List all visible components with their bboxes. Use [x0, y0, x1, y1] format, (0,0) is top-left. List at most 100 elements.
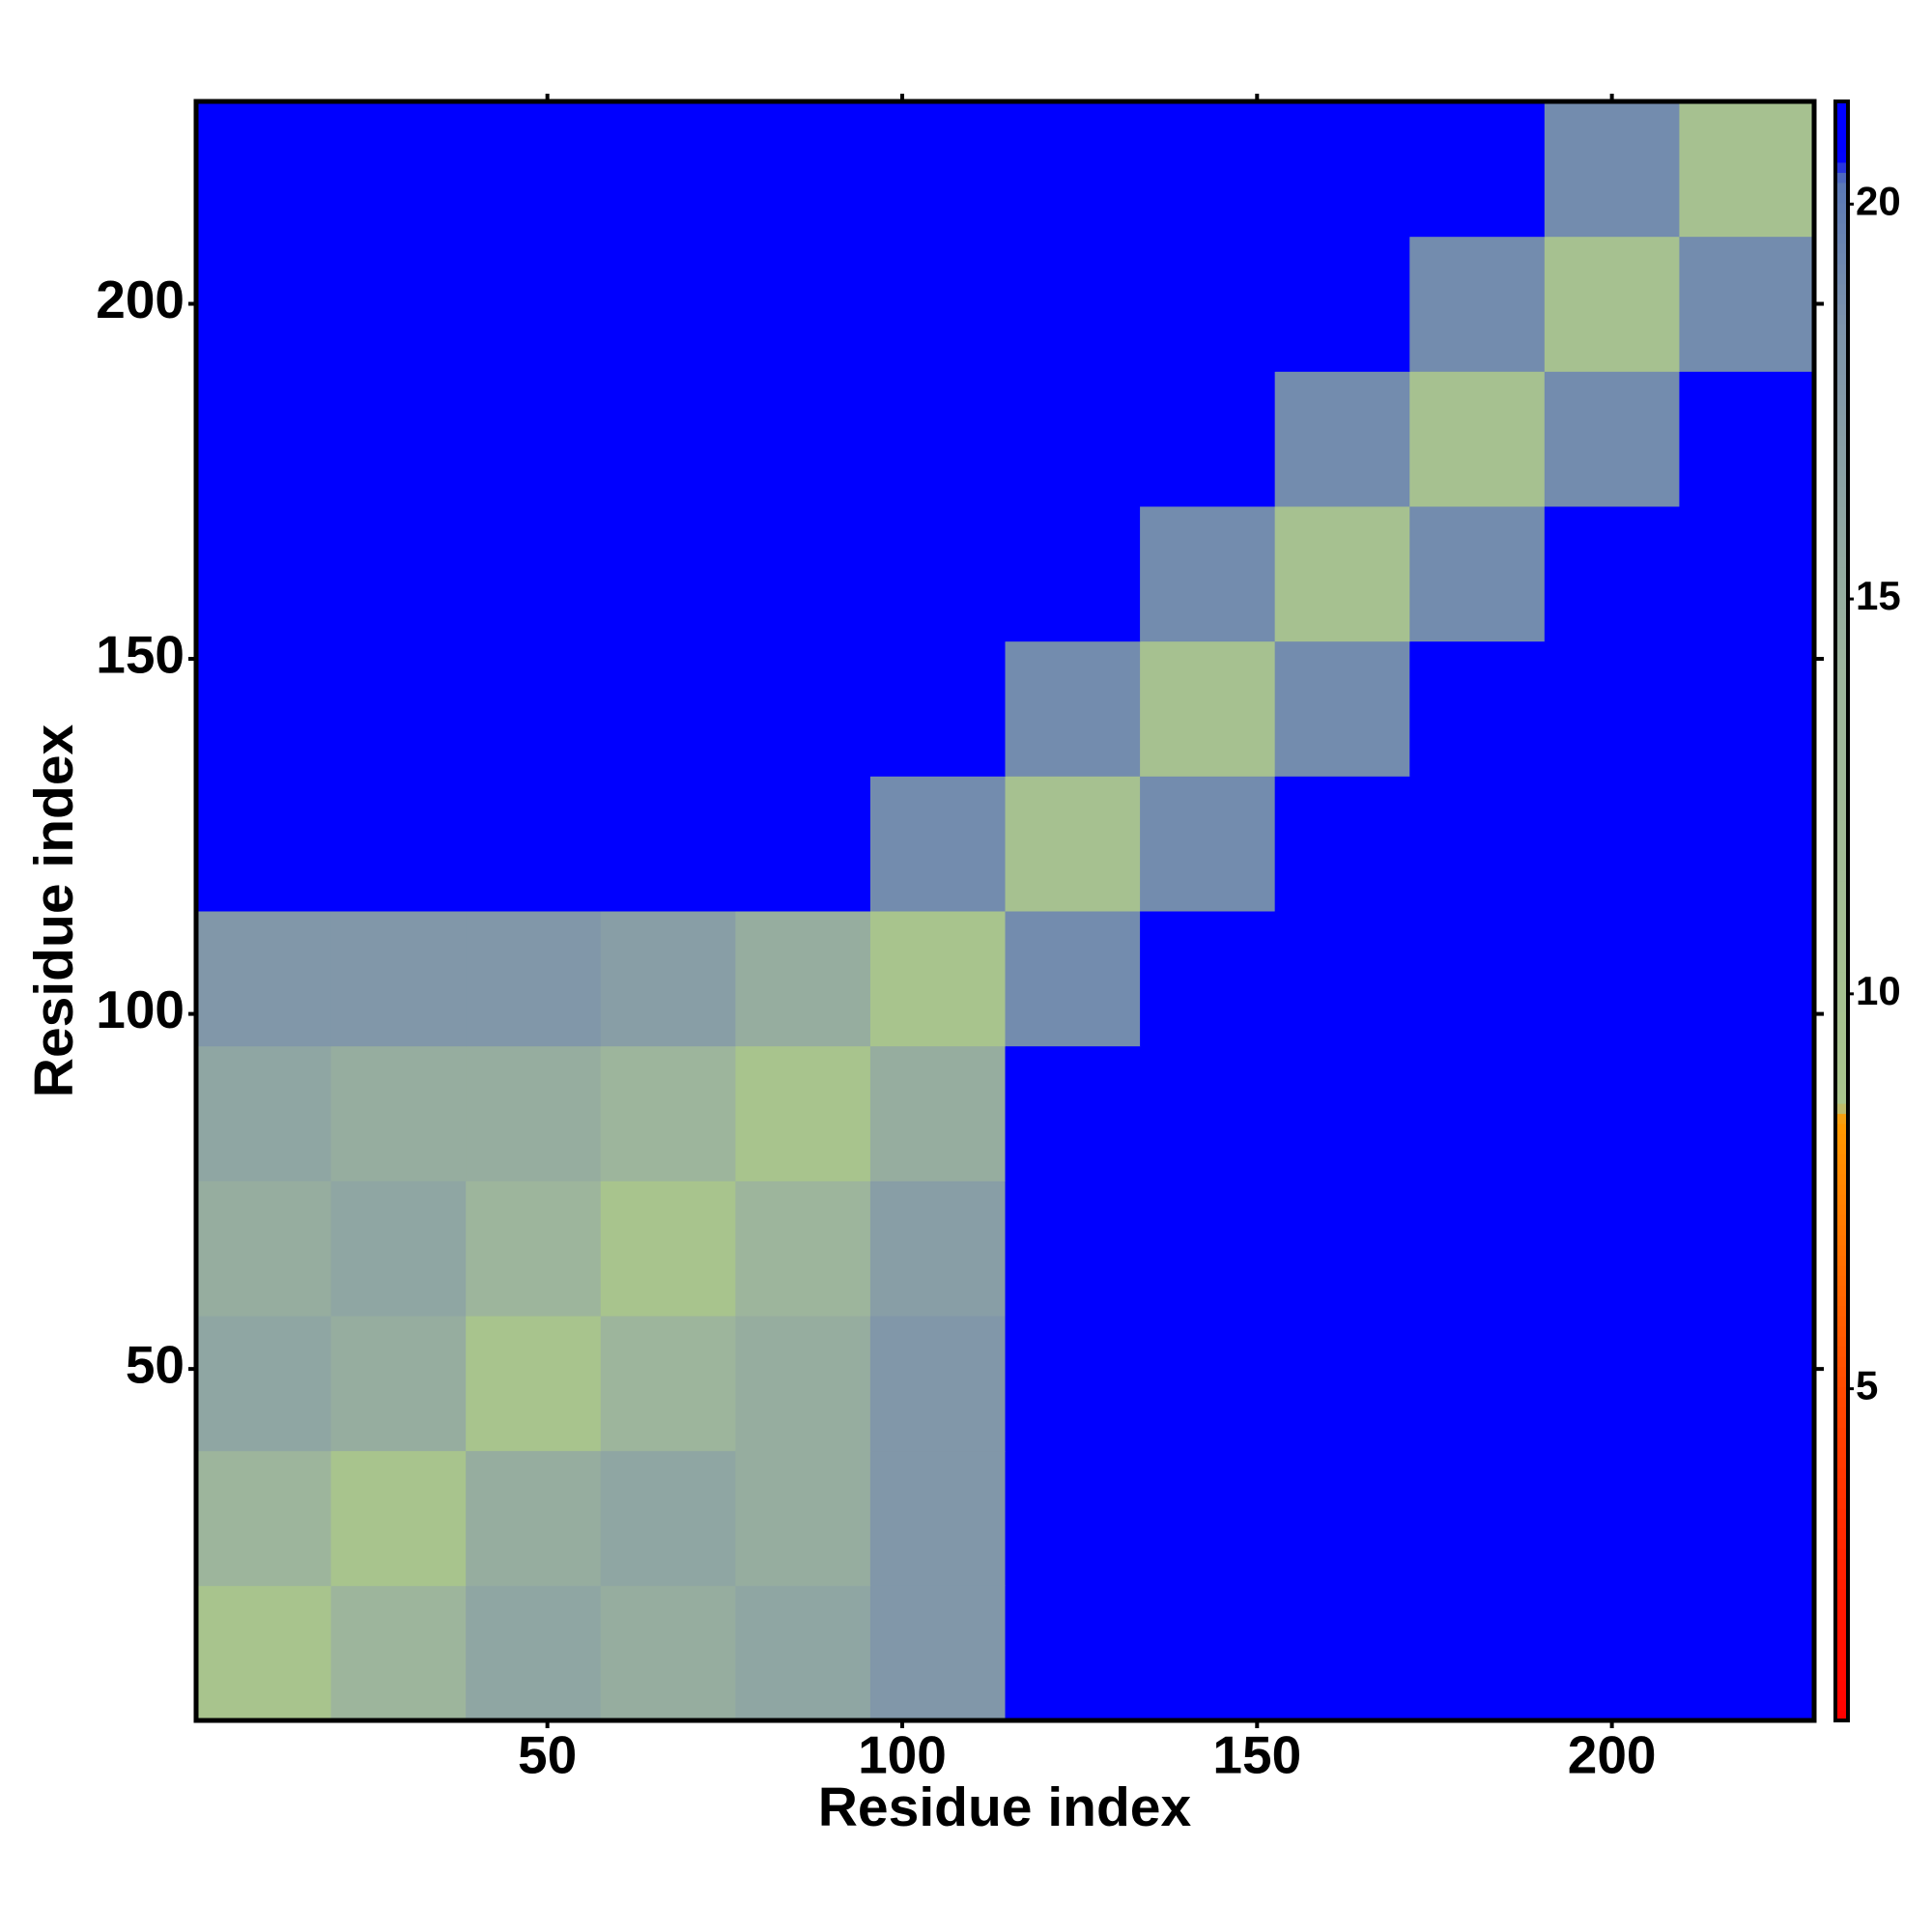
colorbar-step	[1835, 1497, 1848, 1509]
heatmap-cell	[1140, 1316, 1276, 1452]
colorbar-step	[1835, 810, 1848, 821]
heatmap-cell	[330, 101, 467, 238]
plot-frame	[193, 99, 1817, 1723]
colorbar-step	[1835, 880, 1848, 892]
colorbar-step	[1835, 566, 1848, 578]
colorbar-step	[1835, 971, 1848, 982]
colorbar-step	[1835, 1710, 1848, 1721]
colorbar-step	[1835, 586, 1848, 598]
colorbar-step	[1835, 445, 1848, 457]
colorbar-step	[1835, 1639, 1848, 1651]
heatmap-cell	[735, 236, 871, 372]
heatmap-cell	[466, 236, 602, 372]
colorbar-step	[1835, 101, 1848, 113]
colorbar-step	[1835, 1083, 1848, 1094]
heatmap-cell	[1409, 776, 1546, 912]
colorbar-step	[1835, 1042, 1848, 1054]
colorbar-step	[1835, 303, 1848, 315]
heatmap-cell	[735, 371, 871, 507]
colorbar-step	[1835, 364, 1848, 376]
heatmap-cell	[735, 506, 871, 642]
colorbar-step	[1835, 1660, 1848, 1671]
colorbar-step	[1835, 344, 1848, 355]
heatmap-cell	[1005, 911, 1141, 1047]
colorbar-step	[1835, 141, 1848, 153]
heatmap-cell	[869, 640, 1006, 777]
colorbar-step	[1835, 384, 1848, 396]
colorbar-step	[1835, 638, 1848, 649]
colorbar-step	[1835, 1285, 1848, 1296]
heatmap-cell	[466, 101, 602, 238]
heatmap-cell	[1140, 101, 1276, 238]
heatmap-cell	[1140, 640, 1276, 777]
heatmap-cell	[1005, 371, 1141, 507]
colorbar-step	[1835, 172, 1848, 184]
heatmap-cell	[869, 1316, 1006, 1452]
colorbar-step	[1835, 1305, 1848, 1317]
heatmap-cell	[196, 1585, 332, 1721]
colorbar-step	[1835, 1427, 1848, 1438]
colorbar-step	[1835, 1599, 1848, 1610]
colorbar-step	[1835, 758, 1848, 770]
heatmap-cell	[330, 371, 467, 507]
colorbar-step	[1835, 1143, 1848, 1154]
heatmap-cell	[1005, 776, 1141, 912]
x-tick-label: 50	[518, 1725, 577, 1785]
heatmap-cell	[1544, 1585, 1680, 1721]
heatmap-cell	[600, 1450, 736, 1586]
heatmap-cell	[196, 506, 332, 642]
heatmap-cell	[735, 1180, 871, 1317]
heatmap-cell	[196, 776, 332, 912]
colorbar-step	[1835, 961, 1848, 973]
colorbar-step	[1835, 1690, 1848, 1701]
heatmap-cell	[466, 1045, 602, 1181]
colorbar-step	[1835, 900, 1848, 912]
heatmap-cell	[1274, 1045, 1410, 1181]
colorbar-step	[1835, 1214, 1848, 1226]
heatmap-cell	[196, 1450, 332, 1586]
colorbar-step	[1835, 1153, 1848, 1165]
heatmap-cell	[600, 101, 736, 238]
heatmap-cell	[1679, 101, 1815, 238]
colorbar-step	[1835, 688, 1848, 699]
colorbar-step	[1835, 728, 1848, 740]
colorbar-tick-label: 20	[1856, 178, 1901, 223]
colorbar-step	[1835, 1163, 1848, 1175]
colorbar-step	[1835, 435, 1848, 446]
heatmap-cell	[196, 101, 332, 238]
heatmap-cell	[1005, 506, 1141, 642]
heatmap-cell	[1140, 506, 1276, 642]
heatmap-cell	[1544, 506, 1680, 642]
y-axis-title: Residue index	[23, 724, 85, 1097]
colorbar-step	[1835, 607, 1848, 618]
colorbar-step	[1835, 1649, 1848, 1661]
colorbar-step	[1835, 1295, 1848, 1307]
colorbar-step	[1835, 1316, 1848, 1327]
colorbar-step	[1835, 1619, 1848, 1631]
heatmap-cell	[1005, 1045, 1141, 1181]
colorbar-step	[1835, 1538, 1848, 1549]
colorbar-tick-label: 5	[1856, 1363, 1878, 1408]
heatmap-cell	[869, 1585, 1006, 1721]
colorbar-step	[1835, 819, 1848, 831]
colorbar-step	[1835, 1275, 1848, 1287]
heatmap-cell	[1005, 640, 1141, 777]
colorbar-step	[1835, 222, 1848, 234]
heatmap-cells	[196, 101, 1815, 1721]
colorbar-step	[1835, 718, 1848, 730]
colorbar-step	[1835, 1011, 1848, 1023]
colorbar-step	[1835, 617, 1848, 629]
colorbar-step	[1835, 930, 1848, 943]
colorbar-step	[1835, 1122, 1848, 1135]
colorbar-step	[1835, 263, 1848, 274]
heatmap-cell	[1274, 911, 1410, 1047]
colorbar-step	[1835, 1376, 1848, 1387]
heatmap-cell	[1409, 911, 1546, 1047]
heatmap-cell	[1544, 1316, 1680, 1452]
colorbar-step	[1835, 698, 1848, 710]
colorbar-step	[1835, 1072, 1848, 1084]
colorbar-step	[1835, 1629, 1848, 1640]
heatmap-cell	[196, 1316, 332, 1452]
colorbar-step	[1835, 911, 1848, 923]
